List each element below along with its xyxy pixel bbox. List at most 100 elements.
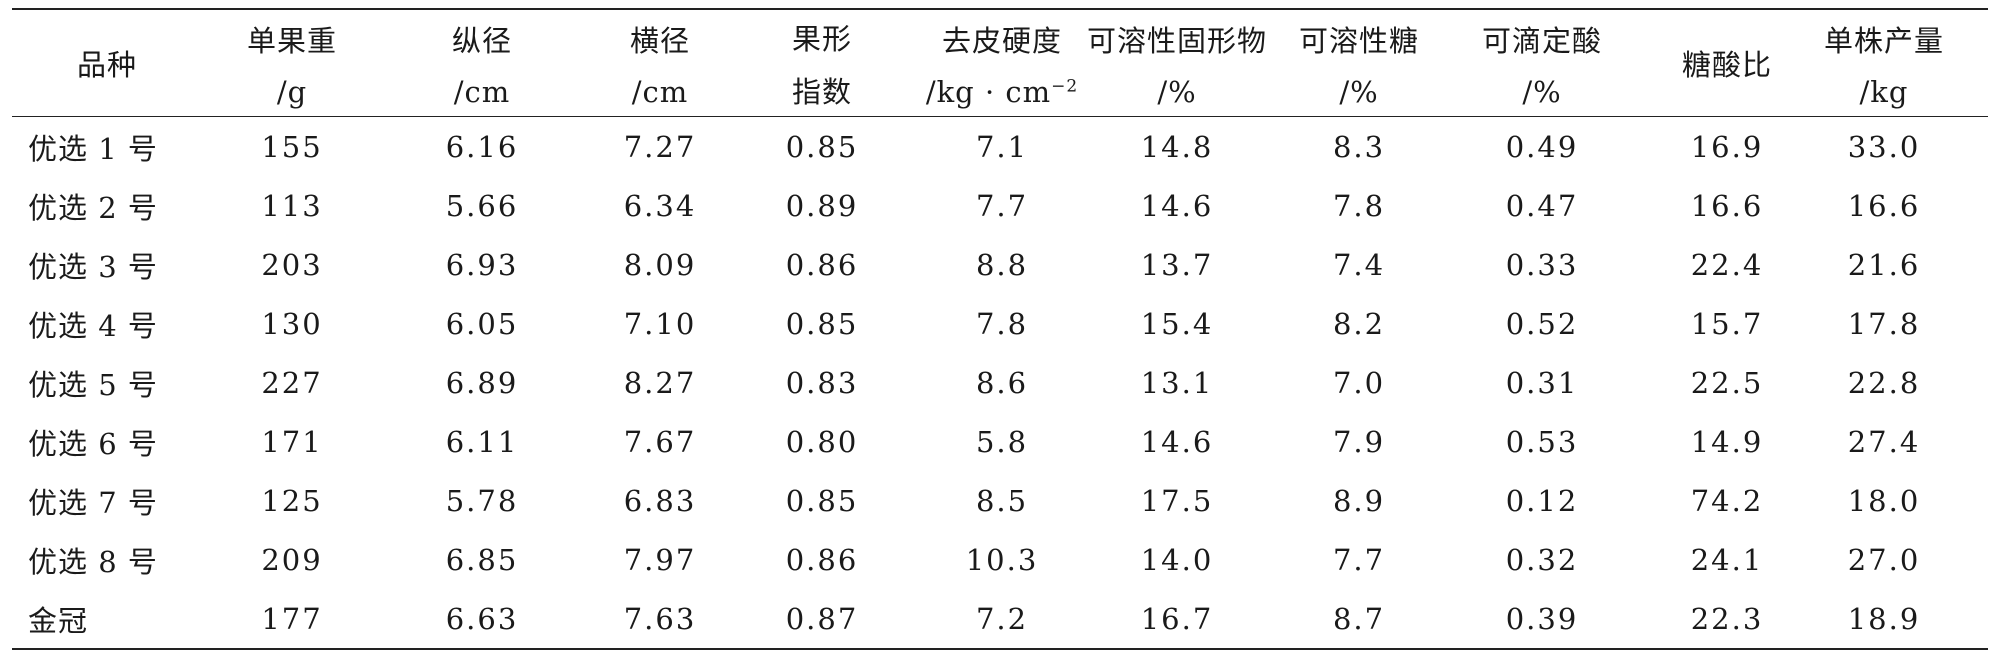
soluble-solids-cell: 17.5 [1140,483,1214,518]
firmness-cell: 7.8 [975,306,1029,341]
titratable-acid-cell: 0.49 [1505,129,1579,164]
table-body: 优选 1 号 155 6.16 7.27 0.85 7.1 14.8 8.3 0.49 16.9 3… [12,117,1988,648]
sugar-acid-ratio-cell: 14.9 [1690,424,1764,459]
transverse-diameter-cell: 7.67 [623,424,697,459]
longitudinal-diameter-cell: 6.16 [445,129,519,164]
titratable-acid-cell: 0.47 [1505,188,1579,223]
header-transverse-diameter: 横径 /cm [629,23,690,109]
soluble-sugar-cell: 7.9 [1332,424,1386,459]
sugar-acid-ratio-cell: 22.5 [1690,365,1764,400]
sugar-acid-ratio-cell: 15.7 [1690,306,1764,341]
yield-cell: 27.4 [1847,424,1921,459]
header-titratable-acid: 可滴定酸 /% [1481,23,1602,109]
sugar-acid-ratio-cell: 22.4 [1690,247,1764,282]
soluble-solids-cell: 13.7 [1140,247,1214,282]
fruit-weight-cell: 203 [261,247,323,282]
shape-index-cell: 0.89 [785,188,859,223]
firmness-cell: 10.3 [965,542,1039,577]
soluble-solids-cell: 14.6 [1140,188,1214,223]
titratable-acid-cell: 0.33 [1505,247,1579,282]
longitudinal-diameter-cell: 6.93 [445,247,519,282]
firmness-cell: 8.5 [975,483,1029,518]
variety-cell: 优选 7 号 [28,485,158,520]
table-row: 优选 3 号 203 6.93 8.09 0.86 8.8 13.7 7.4 0.33 22.4 2… [12,235,1988,294]
fruit-weight-cell: 227 [261,365,323,400]
header-yield-per-plant: 单株产量 /kg [1823,23,1944,109]
sugar-acid-ratio-cell: 24.1 [1690,542,1764,577]
yield-cell: 21.6 [1847,247,1921,282]
header-longitudinal-diameter: 纵径 /cm [451,23,512,109]
yield-cell: 33.0 [1847,129,1921,164]
table-header: 品种 单果重 /g 纵径 /cm 横径 /cm 果形 指数 去皮硬度 /kg ·… [12,10,1988,117]
variety-cell: 优选 2 号 [28,190,158,225]
soluble-sugar-cell: 8.3 [1332,129,1386,164]
table-row: 优选 1 号 155 6.16 7.27 0.85 7.1 14.8 8.3 0.49 16.9 3… [12,117,1988,176]
table-row: 优选 8 号 209 6.85 7.97 0.86 10.3 14.0 7.7 0.32 24.1… [12,530,1988,589]
titratable-acid-cell: 0.53 [1505,424,1579,459]
soluble-sugar-cell: 7.4 [1332,247,1386,282]
table-row: 优选 6 号 171 6.11 7.67 0.80 5.8 14.6 7.9 0.53 14.9 2… [12,412,1988,471]
titratable-acid-cell: 0.31 [1505,365,1579,400]
header-soluble-sugar: 可溶性糖 /% [1298,23,1419,109]
yield-cell: 18.9 [1847,601,1921,636]
transverse-diameter-cell: 7.63 [623,601,697,636]
transverse-diameter-cell: 7.27 [623,129,697,164]
shape-index-cell: 0.85 [785,483,859,518]
firmness-cell: 5.8 [975,424,1029,459]
soluble-solids-cell: 15.4 [1140,306,1214,341]
variety-cell: 优选 1 号 [28,131,158,166]
soluble-sugar-cell: 8.7 [1332,601,1386,636]
firmness-cell: 7.1 [975,129,1029,164]
yield-cell: 17.8 [1847,306,1921,341]
transverse-diameter-cell: 7.10 [623,306,697,341]
longitudinal-diameter-cell: 6.85 [445,542,519,577]
sugar-acid-ratio-cell: 22.3 [1690,601,1764,636]
longitudinal-diameter-cell: 5.66 [445,188,519,223]
yield-cell: 27.0 [1847,542,1921,577]
variety-cell: 优选 8 号 [28,544,158,579]
header-shape-index: 果形 指数 [791,21,852,109]
transverse-diameter-cell: 6.83 [623,483,697,518]
header-variety: 品种 [76,48,137,82]
longitudinal-diameter-cell: 6.05 [445,306,519,341]
shape-index-cell: 0.86 [785,542,859,577]
variety-cell: 优选 4 号 [28,308,158,343]
shape-index-cell: 0.87 [785,601,859,636]
variety-cell: 优选 3 号 [28,249,158,284]
transverse-diameter-cell: 6.34 [623,188,697,223]
yield-cell: 18.0 [1847,483,1921,518]
soluble-sugar-cell: 7.7 [1332,542,1386,577]
transverse-diameter-cell: 8.09 [623,247,697,282]
shape-index-cell: 0.85 [785,306,859,341]
soluble-solids-cell: 14.8 [1140,129,1214,164]
data-table: 品种 单果重 /g 纵径 /cm 横径 /cm 果形 指数 去皮硬度 /kg ·… [12,8,1988,650]
sugar-acid-ratio-cell: 16.6 [1690,188,1764,223]
soluble-solids-cell: 13.1 [1140,365,1214,400]
yield-cell: 16.6 [1847,188,1921,223]
fruit-weight-cell: 113 [261,188,323,223]
firmness-cell: 8.8 [975,247,1029,282]
shape-index-cell: 0.85 [785,129,859,164]
table-row: 优选 7 号 125 5.78 6.83 0.85 8.5 17.5 8.9 0.12 74.2 1… [12,471,1988,530]
table-row: 优选 2 号 113 5.66 6.34 0.89 7.7 14.6 7.8 0.47 16.6 1… [12,176,1988,235]
transverse-diameter-cell: 8.27 [623,365,697,400]
soluble-solids-cell: 16.7 [1140,601,1214,636]
soluble-sugar-cell: 7.8 [1332,188,1386,223]
header-peeled-firmness: 去皮硬度 /kg · cm−2 [925,23,1079,109]
longitudinal-diameter-cell: 6.89 [445,365,519,400]
fruit-weight-cell: 130 [261,306,323,341]
soluble-sugar-cell: 8.9 [1332,483,1386,518]
longitudinal-diameter-cell: 6.63 [445,601,519,636]
soluble-solids-cell: 14.6 [1140,424,1214,459]
variety-cell: 优选 6 号 [28,426,158,461]
sugar-acid-ratio-cell: 16.9 [1690,129,1764,164]
firmness-cell: 7.7 [975,188,1029,223]
fruit-weight-cell: 171 [261,424,323,459]
table-row: 优选 5 号 227 6.89 8.27 0.83 8.6 13.1 7.0 0.31 22.5 2… [12,353,1988,412]
variety-cell: 优选 5 号 [28,367,158,402]
shape-index-cell: 0.80 [785,424,859,459]
shape-index-cell: 0.86 [785,247,859,282]
soluble-sugar-cell: 8.2 [1332,306,1386,341]
transverse-diameter-cell: 7.97 [623,542,697,577]
titratable-acid-cell: 0.39 [1505,601,1579,636]
